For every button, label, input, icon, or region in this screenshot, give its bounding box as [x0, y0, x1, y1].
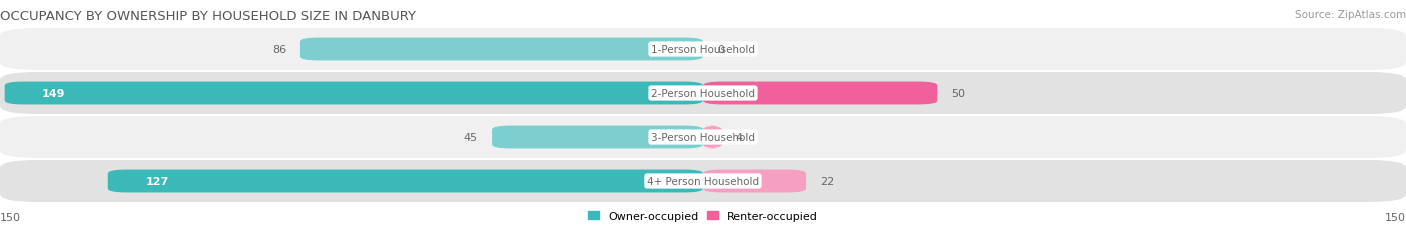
Text: 1-Person Household: 1-Person Household: [651, 45, 755, 55]
FancyBboxPatch shape: [299, 38, 703, 61]
FancyBboxPatch shape: [0, 116, 1406, 158]
Text: 86: 86: [271, 45, 285, 55]
FancyBboxPatch shape: [703, 82, 938, 105]
Text: 50: 50: [952, 89, 966, 99]
FancyBboxPatch shape: [703, 170, 806, 193]
FancyBboxPatch shape: [0, 29, 1406, 71]
FancyBboxPatch shape: [108, 170, 703, 193]
Text: 0: 0: [717, 45, 724, 55]
Text: 127: 127: [145, 176, 169, 186]
Text: 150: 150: [1385, 212, 1406, 222]
Text: 22: 22: [820, 176, 834, 186]
FancyBboxPatch shape: [703, 126, 721, 149]
Text: OCCUPANCY BY OWNERSHIP BY HOUSEHOLD SIZE IN DANBURY: OCCUPANCY BY OWNERSHIP BY HOUSEHOLD SIZE…: [0, 10, 416, 23]
Text: 4: 4: [735, 132, 742, 142]
Text: 3-Person Household: 3-Person Household: [651, 132, 755, 142]
Legend: Owner-occupied, Renter-occupied: Owner-occupied, Renter-occupied: [583, 207, 823, 225]
FancyBboxPatch shape: [4, 82, 703, 105]
Text: 150: 150: [0, 212, 21, 222]
FancyBboxPatch shape: [492, 126, 703, 149]
FancyBboxPatch shape: [0, 73, 1406, 115]
Text: 45: 45: [464, 132, 478, 142]
Text: 149: 149: [42, 89, 66, 99]
Text: Source: ZipAtlas.com: Source: ZipAtlas.com: [1295, 10, 1406, 20]
Text: 4+ Person Household: 4+ Person Household: [647, 176, 759, 186]
Text: 2-Person Household: 2-Person Household: [651, 89, 755, 99]
FancyBboxPatch shape: [0, 160, 1406, 202]
